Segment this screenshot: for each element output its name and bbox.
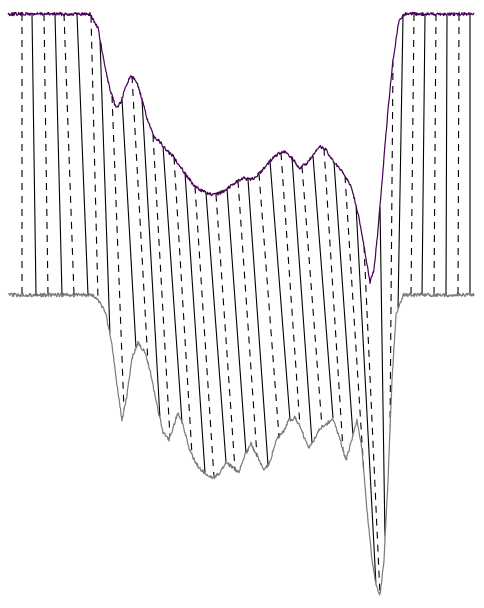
top-series-line — [7, 11, 475, 284]
link-line-11 — [131, 75, 149, 364]
link-line-13 — [152, 134, 171, 438]
link-line-16 — [184, 173, 206, 473]
link-line-36 — [397, 15, 404, 310]
link-line-23 — [258, 173, 280, 437]
link-line-24 — [269, 161, 291, 420]
link-line-29 — [323, 148, 344, 451]
link-line-12 — [141, 99, 161, 419]
link-line-15 — [173, 157, 193, 456]
link-line-40 — [445, 13, 448, 296]
bottom-series-line — [7, 292, 475, 596]
link-line-41 — [457, 13, 460, 296]
link-line-27 — [301, 166, 323, 428]
link-line-26 — [291, 157, 313, 443]
link-line-32 — [355, 204, 377, 586]
link-line-35 — [389, 59, 394, 431]
link-line-14 — [162, 145, 183, 423]
link-line-6 — [76, 13, 89, 296]
link-line-20 — [226, 188, 247, 454]
link-line-2 — [31, 13, 37, 296]
link-line-34 — [379, 205, 386, 541]
link-line-21 — [237, 180, 258, 457]
link-line-28 — [312, 155, 334, 419]
link-line-25 — [280, 153, 301, 427]
link-line-19 — [215, 194, 236, 470]
link-line-7 — [90, 15, 99, 301]
link-line-18 — [205, 192, 227, 463]
link-line-10 — [121, 98, 137, 349]
link-line-22 — [247, 179, 269, 465]
link-line-5 — [63, 13, 75, 296]
link-line-33 — [363, 245, 381, 596]
link-lines — [21, 13, 471, 596]
link-line-8 — [99, 39, 111, 336]
link-line-4 — [54, 13, 63, 296]
link-line-38 — [421, 13, 426, 296]
link-line-39 — [433, 13, 437, 296]
link-line-31 — [344, 175, 365, 475]
link-line-30 — [333, 162, 354, 437]
link-line-37 — [410, 13, 415, 296]
series-group — [7, 11, 475, 596]
link-line-3 — [43, 13, 49, 296]
link-line-9 — [111, 95, 125, 411]
link-line-17 — [194, 186, 215, 478]
